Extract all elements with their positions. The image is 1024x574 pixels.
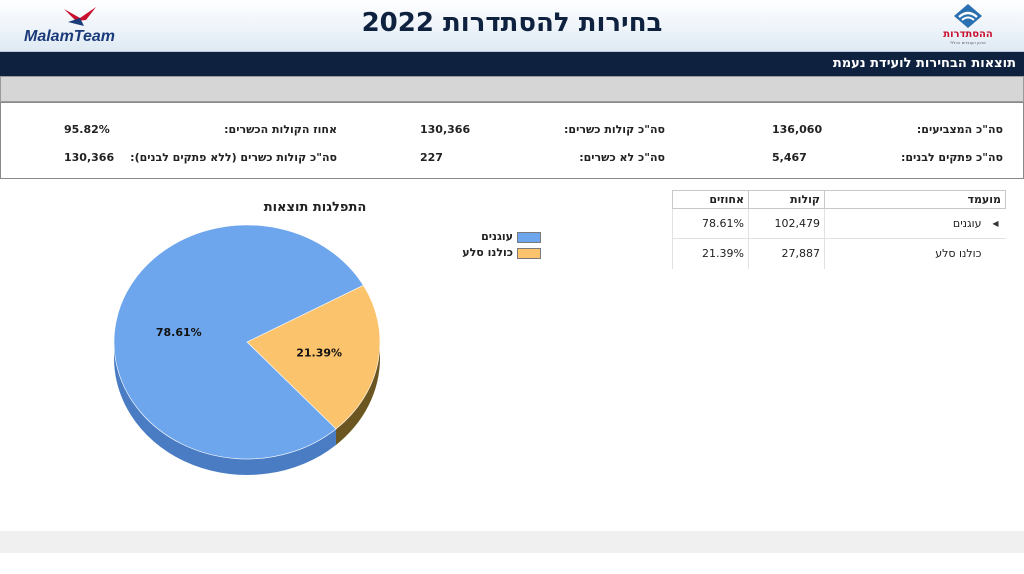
histadrut-logo-text: ההסתדרות <box>943 29 993 40</box>
invalid-votes-label: סה"כ לא כשרים: <box>579 151 665 164</box>
valid-pct-label: אחוז הקולות הכשרים: <box>224 123 337 136</box>
header-party[interactable]: מועמד <box>824 190 1006 209</box>
subtitle-bar: תוצאות הבחירות לועידת נעמת <box>0 52 1024 76</box>
bird-icon <box>64 7 96 26</box>
valid-no-blank-value: 130,366 <box>64 151 115 164</box>
handshake-icon <box>954 4 982 28</box>
row-pct: 78.61% <box>672 208 749 239</box>
header-votes[interactable]: קולות <box>748 190 825 209</box>
legend-label-kulanu-sela: כולנו סלע <box>462 246 513 259</box>
header-bar: MalamTeam בחירות להסתדרות 2022 ההסתדרות … <box>0 0 1024 52</box>
summary-box: סה"כ המצביעים: 136,060 סה"כ פתקים לבנים:… <box>0 102 1024 179</box>
subtitle-text: תוצאות הבחירות לועידת נעמת <box>832 56 1016 71</box>
valid-pct-value: 95.82% <box>64 123 110 136</box>
page-title: בחירות להסתדרות 2022 <box>361 8 663 38</box>
pie-slice-0[interactable] <box>113 225 364 460</box>
results-table: אחוזים קולות מועמד 78.61% 102,479 עוגנים… <box>672 190 1006 269</box>
header-pct[interactable]: אחוזים <box>672 190 749 209</box>
total-voters-label: סה"כ המצביעים: <box>916 123 1003 136</box>
legend-label-ogenim: עוגנים <box>481 230 513 243</box>
histadrut-logo: ההסתדרות ארגון העובדים הכללי <box>938 3 998 49</box>
row-party: כולנו סלע <box>824 238 986 269</box>
pie-data-label-1: 21.39% <box>296 347 342 360</box>
row-pct: 21.39% <box>672 238 749 269</box>
chart-title: התפלגות תוצאות <box>263 200 367 215</box>
total-voters-value: 136,060 <box>772 123 823 136</box>
pie-side-0 <box>114 342 336 476</box>
row-selector[interactable] <box>985 238 1006 269</box>
valid-votes-value: 130,366 <box>420 123 471 136</box>
legend-swatch-kulanu-sela <box>517 248 541 259</box>
row-selected-icon[interactable]: ◀ <box>985 208 1006 239</box>
pie-slice-1[interactable] <box>246 284 381 430</box>
legend-item-kulanu-sela[interactable]: כולנו סלע <box>455 246 545 262</box>
legend-swatch-ogenim <box>517 232 541 243</box>
valid-no-blank-label: סה"כ קולות כשרים (ללא פתקים לבנים): <box>130 151 337 164</box>
histadrut-logo-subtext: ארגון העובדים הכללי <box>950 40 986 45</box>
valid-votes-label: סה"כ קולות כשרים: <box>564 123 665 136</box>
filter-strip <box>0 76 1024 102</box>
results-pie-chart: 21.39% 78.61% <box>113 225 381 476</box>
blank-notes-value: 5,467 <box>772 151 807 164</box>
invalid-votes-value: 227 <box>420 151 443 164</box>
row-party: עוגנים <box>824 208 986 239</box>
table-header-row: אחוזים קולות מועמד <box>672 190 1006 209</box>
table-row[interactable]: 21.39% 27,887 כולנו סלע <box>672 238 1006 269</box>
chart-legend: עוגנים כולנו סלע <box>455 230 545 262</box>
blank-notes-label: סה"כ פתקים לבנים: <box>900 151 1003 164</box>
row-votes: 102,479 <box>748 208 825 239</box>
table-row[interactable]: 78.61% 102,479 עוגנים ◀ <box>672 208 1006 239</box>
footer-bar <box>0 531 1024 553</box>
legend-item-ogenim[interactable]: עוגנים <box>455 230 545 246</box>
malam-logo-text: MalamTeam <box>24 28 115 45</box>
row-votes: 27,887 <box>748 238 825 269</box>
pie-data-label-0: 78.61% <box>156 326 202 339</box>
malam-team-logo: MalamTeam <box>24 6 124 46</box>
